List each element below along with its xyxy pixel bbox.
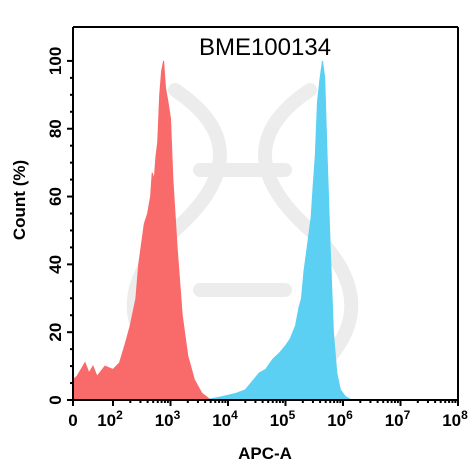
x-axis-label: APC-A	[238, 444, 292, 463]
x-tick-label: 103	[155, 408, 181, 430]
chart-title: BME100134	[199, 34, 331, 61]
histogram-series-2	[205, 60, 354, 401]
x-tick-label: 106	[327, 408, 353, 430]
x-tick-label: 104	[212, 408, 238, 430]
y-tick-label: 40	[46, 255, 65, 274]
x-tick-label: 108	[442, 408, 468, 430]
y-tick-label: 20	[46, 323, 65, 342]
x-tick-label: 107	[385, 408, 411, 430]
y-tick-label: 60	[46, 187, 65, 206]
plot-area	[72, 60, 354, 401]
y-tick-label: 0	[46, 395, 65, 404]
y-tick-label: 80	[46, 119, 65, 138]
x-tick-label: 105	[270, 408, 296, 430]
y-axis-label: Count (%)	[10, 160, 29, 240]
x-tick-label: 102	[97, 408, 123, 430]
x-tick-label: 0	[68, 411, 77, 430]
y-tick-label: 100	[46, 47, 65, 75]
histogram-series-1	[72, 60, 213, 401]
